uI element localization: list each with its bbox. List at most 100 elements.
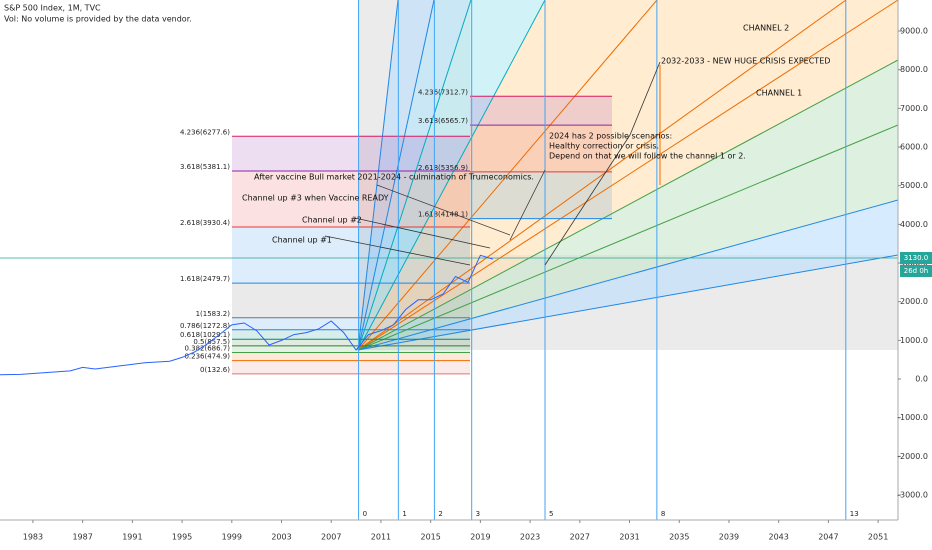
fan-line <box>357 124 899 351</box>
time-zone-label: 3 <box>476 510 480 518</box>
fan-line <box>357 254 899 351</box>
x-tick-label: 2023 <box>520 533 540 542</box>
fan-line <box>357 199 899 351</box>
y-tick-label: -2000.0 <box>897 452 928 461</box>
fib-label: 3.618(5381.1) <box>180 163 230 171</box>
annotation: Channel up #1 <box>272 236 332 245</box>
y-tick-label: -1000.0 <box>897 413 928 422</box>
y-tick-label: 5000.0 <box>900 181 928 190</box>
y-tick-label: 7000.0 <box>900 104 928 113</box>
x-tick-label: 1987 <box>72 533 92 542</box>
x-tick-label: 2047 <box>818 533 838 542</box>
fib-band <box>470 96 612 126</box>
fib-label: 1.618(4148.1) <box>418 211 468 219</box>
x-tick-label: 2019 <box>470 533 490 542</box>
x-tick-label: 1983 <box>23 533 43 542</box>
annotation-arrow <box>376 184 511 236</box>
time-zone-label: 13 <box>850 510 859 518</box>
annotation: 2032-2033 - NEW HUGE CRISIS EXPECTED <box>661 57 830 66</box>
countdown-tag <box>900 264 932 277</box>
time-zone-label: 8 <box>661 510 665 518</box>
x-tick-label: 1995 <box>172 533 192 542</box>
fib-label: 0.382(686.7) <box>184 344 230 352</box>
x-tick-label: 2051 <box>868 533 888 542</box>
fib-band <box>232 170 470 228</box>
fib-band <box>470 171 612 219</box>
fib-band <box>232 283 470 318</box>
x-tick-label: 1999 <box>222 533 242 542</box>
annotation: Channel up #3 when Vaccine READY <box>242 194 389 203</box>
annotation: CHANNEL 2 <box>743 24 789 33</box>
fib-label: 4.236(6277.6) <box>180 128 230 136</box>
fib-label: 1.618(2479.7) <box>180 275 230 283</box>
time-zone-label: 2 <box>438 510 442 518</box>
x-tick-label: 2031 <box>619 533 639 542</box>
x-tick-label: 2043 <box>769 533 789 542</box>
chart-subtitle: Vol: No volume is provided by the data v… <box>4 15 192 24</box>
y-tick-label: 9000.0 <box>900 27 928 36</box>
annotation-arrow <box>354 217 491 249</box>
y-tick-label: 8000.0 <box>900 65 928 74</box>
y-tick-label: 4000.0 <box>900 220 928 229</box>
y-tick-label: -3000.0 <box>897 491 928 500</box>
fan-line <box>357 0 435 351</box>
fib-band <box>232 317 470 330</box>
time-zone-label: 0 <box>363 510 367 518</box>
fan-line <box>357 0 472 351</box>
last-price-tag <box>900 251 932 264</box>
fib-label: 4.236(7312.7) <box>418 88 468 96</box>
fib-band <box>232 352 470 361</box>
y-tick-label: 1000.0 <box>900 336 928 345</box>
annotation: After vaccine Bull market 2021-2024 - cu… <box>254 173 534 182</box>
annotation: 2024 has 2 possible scenarios: <box>549 132 672 141</box>
annotation-arrow <box>324 235 471 266</box>
time-zone-label: 1 <box>402 510 406 518</box>
x-tick-label: 2015 <box>420 533 440 542</box>
y-tick-label: 0.0 <box>915 375 928 384</box>
fan-line <box>357 0 847 351</box>
fan-line <box>357 0 658 351</box>
x-tick-label: 2003 <box>271 533 291 542</box>
fib-label: 0.618(1029.1) <box>180 331 230 339</box>
fan-line <box>357 0 899 351</box>
fib-label: 2.618(3930.4) <box>180 219 230 227</box>
annotation-arrow <box>509 169 546 241</box>
annotation: Channel up #2 <box>302 216 362 225</box>
fib-label: 0.236(474.9) <box>184 353 230 361</box>
chart-title: S&P 500 Index, 1M, TVC <box>4 4 101 13</box>
fib-label: 0.5(857.5) <box>193 338 230 346</box>
x-tick-label: 2011 <box>371 533 391 542</box>
x-tick-label: 2039 <box>719 533 739 542</box>
x-tick-label: 2027 <box>570 533 590 542</box>
time-zone-label: 5 <box>549 510 553 518</box>
fan-line <box>357 59 899 351</box>
last-price-label: 3130.0 <box>904 254 929 262</box>
fib-band <box>232 345 470 353</box>
annotation-arrow <box>544 134 631 266</box>
fan-line <box>357 0 399 351</box>
x-tick-label: 2035 <box>669 533 689 542</box>
annotation: Healthy correction or crisis. <box>549 142 659 151</box>
fib-band <box>232 136 470 171</box>
countdown-label: 26d 0h <box>904 267 928 275</box>
fib-label: 0.786(1272.8) <box>180 322 230 330</box>
annotation: Depend on that we will follow the channe… <box>549 152 746 161</box>
fib-band <box>232 329 470 340</box>
y-tick-label: 6000.0 <box>900 143 928 152</box>
annotation-arrow <box>629 61 661 136</box>
y-tick-label: 2000.0 <box>900 297 928 306</box>
drawings: 0(132.6) 0.236(474.9)0.382(686.7)0.5(857.… <box>0 0 899 520</box>
fib-label: 1(1583.2) <box>196 310 231 318</box>
fan-line <box>357 0 546 351</box>
fib-band <box>232 360 470 374</box>
x-tick-label: 2007 <box>321 533 341 542</box>
annotation: CHANNEL 1 <box>756 89 802 98</box>
fib-label: 3.618(6565.7) <box>418 117 468 125</box>
x-tick-label: 1991 <box>122 533 142 542</box>
fib-band <box>470 125 612 172</box>
fib-label: 2.618(5356.9) <box>418 164 468 172</box>
fib-band <box>232 227 470 284</box>
price-line <box>0 254 493 376</box>
